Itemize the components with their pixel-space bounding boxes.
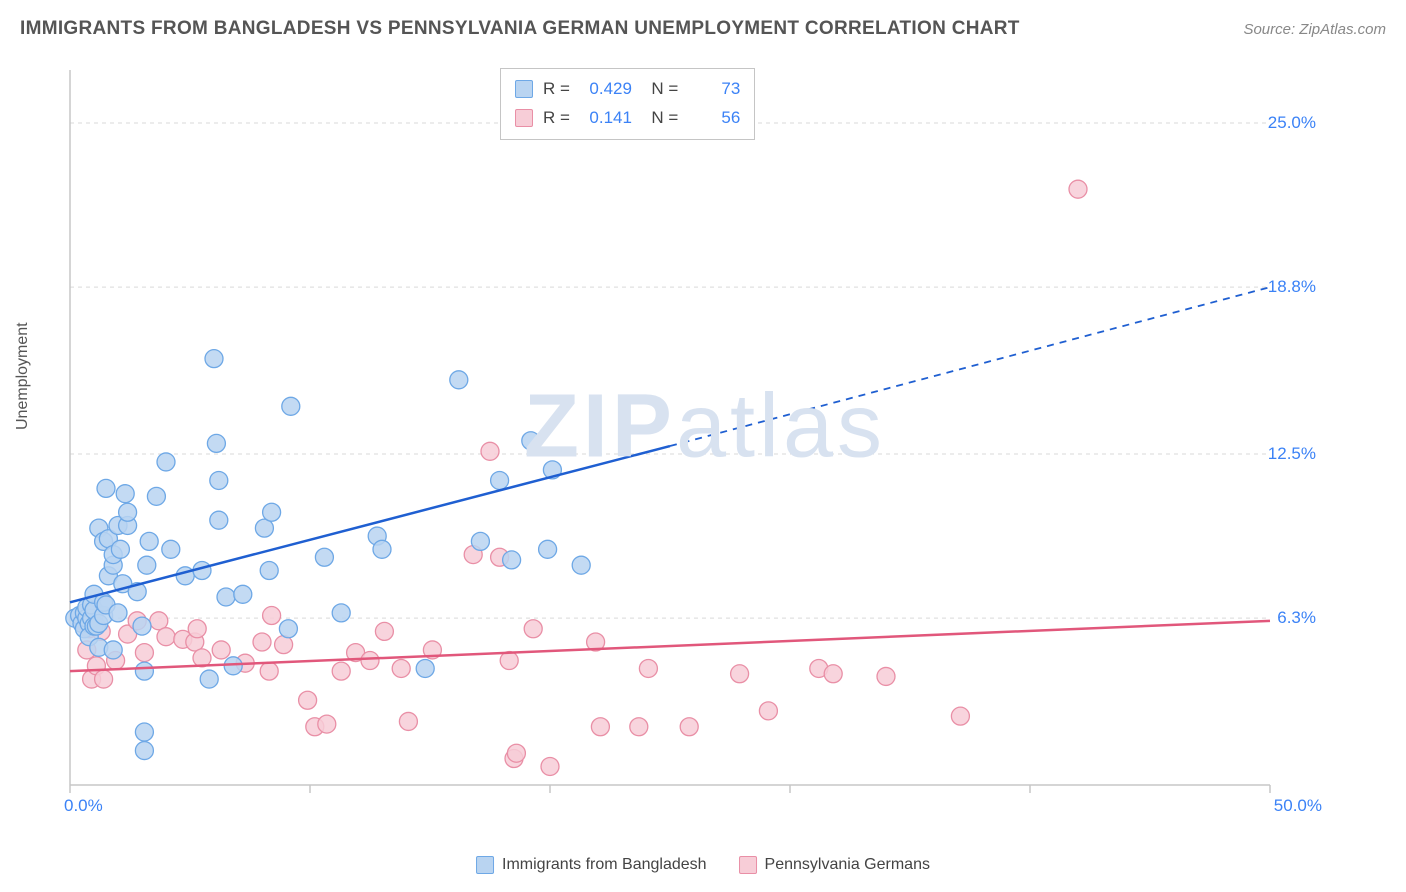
legend-label: Pennsylvania Germans [765, 856, 930, 874]
svg-text:6.3%: 6.3% [1277, 608, 1316, 627]
legend-item: Immigrants from Bangladesh [476, 856, 707, 874]
page-title: IMMIGRANTS FROM BANGLADESH VS PENNSYLVAN… [20, 18, 1020, 40]
svg-text:12.5%: 12.5% [1268, 444, 1316, 463]
r-value: 0.141 [580, 104, 632, 133]
n-value: 56 [688, 104, 740, 133]
swatch-pink [739, 856, 757, 874]
svg-text:50.0%: 50.0% [1274, 796, 1322, 815]
svg-text:25.0%: 25.0% [1268, 113, 1316, 132]
source-label: Source: ZipAtlas.com [1243, 21, 1386, 38]
n-label: N = [642, 104, 678, 133]
r-label: R = [543, 75, 570, 104]
r-label: R = [543, 104, 570, 133]
series-legend: Immigrants from Bangladesh Pennsylvania … [476, 856, 930, 874]
n-value: 73 [688, 75, 740, 104]
correlation-legend: R = 0.429 N = 73 R = 0.141 N = 56 [500, 68, 755, 140]
r-value: 0.429 [580, 75, 632, 104]
swatch-blue [515, 80, 533, 98]
legend-item: Pennsylvania Germans [739, 856, 930, 874]
y-axis-label: Unemployment [14, 322, 32, 430]
chart-area: ZIPatlas 6.3%12.5%18.8%25.0%0.0%50.0% [60, 65, 1350, 820]
n-label: N = [642, 75, 678, 104]
scatter-chart: 6.3% 12.5% 18.8% 25.0% 0.0% 50.0% [60, 65, 1350, 820]
swatch-pink [515, 109, 533, 127]
swatch-blue [476, 856, 494, 874]
svg-text:18.8%: 18.8% [1268, 277, 1316, 296]
legend-row: R = 0.141 N = 56 [515, 104, 740, 133]
legend-label: Immigrants from Bangladesh [502, 856, 707, 874]
legend-row: R = 0.429 N = 73 [515, 75, 740, 104]
svg-text:0.0%: 0.0% [64, 796, 103, 815]
